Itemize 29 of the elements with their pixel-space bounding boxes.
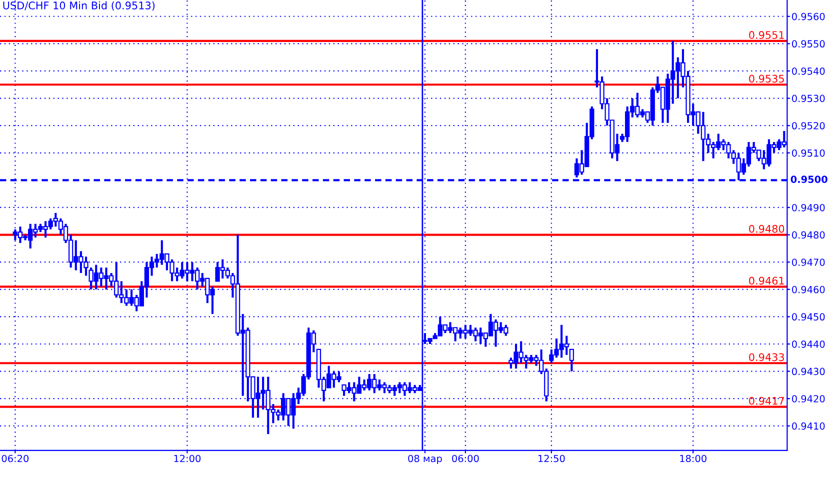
y-tick-label: 0.9490 [792, 204, 825, 212]
y-tick-label: 0.9550 [792, 40, 825, 48]
ref-line-label: 0.9500 [790, 176, 828, 184]
y-tick-label: 0.9520 [792, 122, 825, 130]
ref-line-label: 0.9551 [749, 31, 784, 39]
y-tick-label: 0.9530 [792, 94, 825, 102]
y-tick-label: 0.9450 [792, 313, 825, 321]
x-tick-label: 12:00 [174, 454, 201, 462]
y-tick-label: 0.9470 [792, 258, 825, 266]
x-tick-label: 06:20 [2, 454, 29, 462]
ref-line-label: 0.9461 [749, 276, 784, 285]
y-tick-label: 0.9430 [792, 368, 825, 376]
y-tick-label: 0.9410 [792, 422, 825, 430]
chart-title: USD/CHF 10 Min Bid (0.9513) [3, 1, 155, 11]
ref-line-label: 0.9480 [749, 224, 784, 233]
y-tick-label: 0.9540 [792, 67, 825, 75]
x-tick-label: 06:00 [452, 454, 479, 462]
ref-line-label: 0.9417 [749, 396, 784, 405]
y-tick-label: 0.9460 [792, 286, 825, 294]
x-tick-label: 08 мар [408, 454, 442, 464]
ref-line-label: 0.9535 [749, 74, 784, 83]
y-tick-label: 0.9510 [792, 149, 825, 157]
ref-line-label: 0.9433 [749, 353, 784, 362]
x-tick-label: 18:00 [680, 454, 706, 462]
y-tick-label: 0.9560 [792, 12, 825, 20]
y-tick-label: 0.9480 [792, 231, 825, 239]
y-tick-label: 0.9440 [792, 340, 825, 348]
x-tick-label: 12:50 [538, 454, 565, 462]
y-tick-label: 0.9420 [792, 395, 825, 402]
